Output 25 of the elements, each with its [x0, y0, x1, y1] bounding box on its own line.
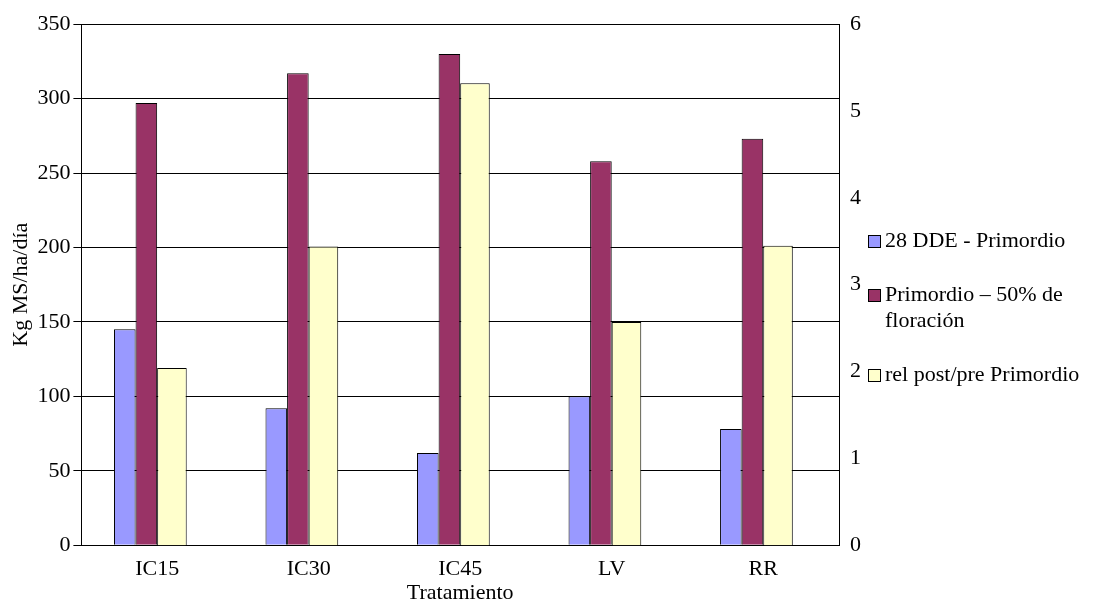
y2-tick-label: 3 — [850, 270, 861, 296]
y-axis-title: Kg MS/ha/día — [6, 222, 32, 347]
legend-label: Primordio – 50% de floración — [885, 281, 1064, 333]
x-tick-label: IC15 — [135, 555, 180, 581]
x-tick-label: RR — [748, 555, 779, 581]
legend-label: 28 DDE - Primordio — [885, 227, 1066, 253]
y-tick-label: 300 — [37, 84, 71, 110]
x-tick-label: LV — [598, 555, 626, 581]
y2-tick-label: 4 — [850, 183, 861, 209]
y2-tick-label: 0 — [850, 530, 861, 556]
y-tick-label: 0 — [59, 530, 71, 556]
y-tick-label: 200 — [37, 233, 71, 259]
y-tick-label: 100 — [37, 382, 71, 408]
y-tick-label: 150 — [37, 307, 71, 333]
x-tick-label: IC30 — [286, 555, 331, 581]
y-tick-label: 350 — [37, 9, 71, 35]
y-tick-label: 50 — [48, 456, 71, 482]
y2-tick-label: 2 — [850, 357, 861, 383]
y2-tick-label: 6 — [850, 9, 861, 35]
y2-tick-label: 5 — [850, 96, 861, 122]
y2-tick-label: 1 — [850, 444, 861, 470]
x-axis-title: Tratamiento — [406, 578, 514, 604]
y-tick-label: 250 — [37, 158, 71, 184]
legend-label: rel post/pre Primordio — [885, 361, 1080, 387]
x-tick-label: IC45 — [438, 555, 483, 581]
